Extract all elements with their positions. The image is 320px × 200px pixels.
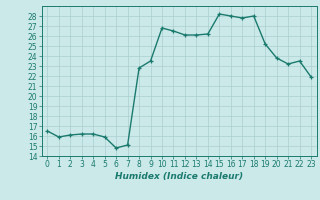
X-axis label: Humidex (Indice chaleur): Humidex (Indice chaleur) (115, 172, 243, 181)
